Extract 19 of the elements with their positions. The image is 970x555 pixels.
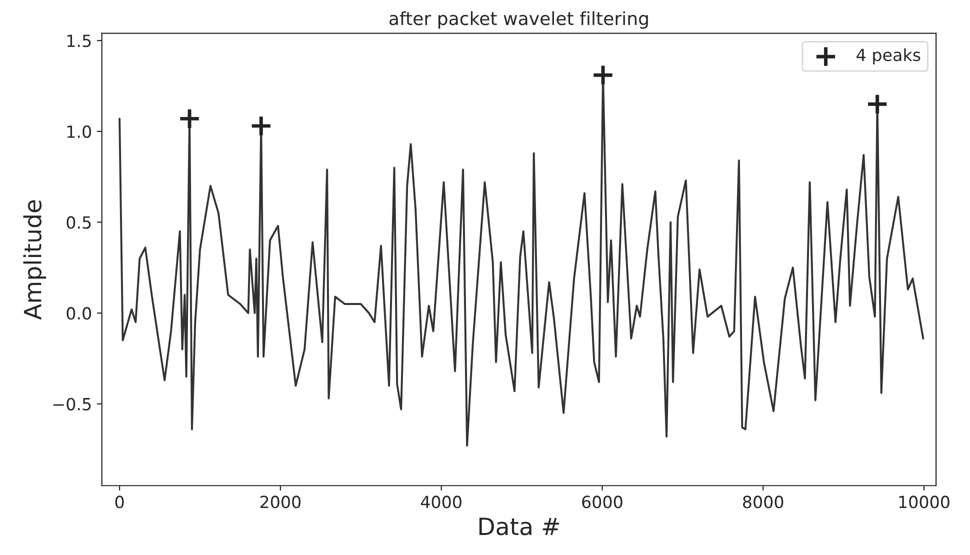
y-axis-title: Amplitude (23, 200, 46, 320)
x-tick-label: 8000 (743, 496, 784, 508)
legend-label: 4 peaks (856, 48, 920, 64)
chart-title: after packet wavelet filtering (389, 11, 648, 29)
x-tick-label: 4000 (420, 496, 462, 508)
y-tick-label: 1.0 (67, 125, 92, 138)
x-axis-title: Data # (479, 518, 559, 536)
point (178, 108, 201, 130)
y-tick-label: 0.0 (66, 307, 92, 320)
x-tick-label: 6000 (582, 496, 622, 508)
x-tick-label: 0 (115, 496, 124, 508)
y-tick-label: −0.5 (53, 398, 91, 410)
point (592, 64, 614, 86)
y-tick-label: 0.5 (66, 216, 91, 229)
x-tick-label: 2000 (260, 496, 301, 508)
point (866, 93, 888, 116)
point (250, 114, 272, 137)
x-tick-label: 10000 (899, 496, 950, 508)
y-tick-label: 1.5 (67, 34, 91, 48)
